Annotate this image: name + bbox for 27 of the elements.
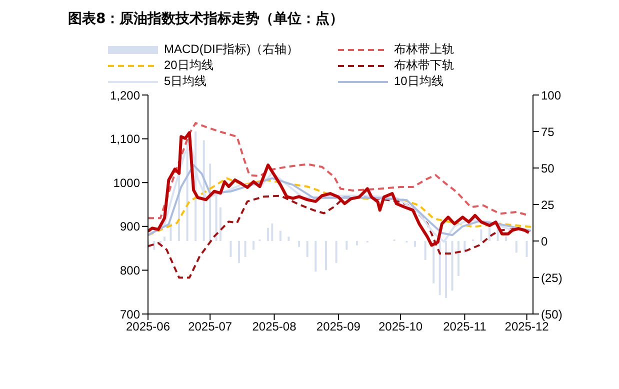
x-tick-label: 2025-06 [126,320,170,334]
legend-label: 20日均线 [164,57,214,74]
legend-label: 10日均线 [394,73,444,90]
y-tick-label: 700 [120,307,140,322]
y2-tick-label: (25) [541,270,562,285]
y-tick-label: 900 [120,220,140,234]
legend-label: 布林带上轨 [394,41,454,58]
x-tick-label: 2025-09 [316,320,361,334]
y-tick-label: 800 [120,263,140,278]
y-tick-label: 1,200 [110,88,140,102]
y2-tick-label: 100 [541,88,562,102]
y-tick-label: 1000 [113,176,140,190]
y2-tick-label: 75 [541,124,555,139]
legend-label: 布林带下轨 [394,57,454,74]
y-tick-label: 1,100 [110,132,140,146]
x-tick-label: 2025-10 [378,320,423,334]
legend-label: 5日均线 [164,73,207,90]
y2-tick-label: (50) [541,307,562,322]
x-tick-label: 2025-08 [252,320,297,334]
y2-tick-label: 50 [541,161,555,176]
legend-label: MACD(DIF指标)（右轴） [164,41,299,58]
x-tick-label: 2025-12 [504,320,550,334]
x-tick-label: 2025-07 [188,320,232,334]
y2-tick-label: 25 [541,198,555,212]
chart-title: 图表8：原油指数技术指标走势（单位：点） [68,10,344,28]
y2-tick-label: 0 [541,234,548,248]
x-tick-label: 2025-11 [443,320,487,334]
